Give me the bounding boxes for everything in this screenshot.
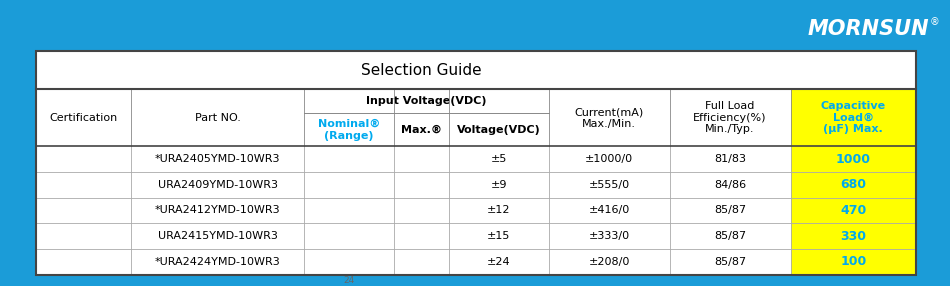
Text: *URA2412YMD-10WR3: *URA2412YMD-10WR3 (155, 205, 280, 215)
Text: Part NO.: Part NO. (195, 113, 240, 123)
Text: ±15: ±15 (487, 231, 510, 241)
Text: 81/83: 81/83 (714, 154, 746, 164)
Text: ±208/0: ±208/0 (588, 257, 630, 267)
Text: ±333/0: ±333/0 (588, 231, 630, 241)
Text: 680: 680 (840, 178, 866, 191)
Text: *URA2424YMD-10WR3: *URA2424YMD-10WR3 (155, 257, 280, 267)
Text: URA2415YMD-10WR3: URA2415YMD-10WR3 (158, 231, 277, 241)
Text: ±555/0: ±555/0 (588, 180, 630, 190)
Text: ±9: ±9 (490, 180, 506, 190)
Text: ±24: ±24 (486, 257, 510, 267)
Text: 85/87: 85/87 (714, 257, 746, 267)
Text: Full Load
Efficiency(%)
Min./Typ.: Full Load Efficiency(%) Min./Typ. (694, 101, 767, 134)
Text: Certification: Certification (49, 113, 118, 123)
Text: Capacitive
Load®
(μF) Max.: Capacitive Load® (μF) Max. (821, 101, 885, 134)
Bar (36, 51, 916, 275)
Text: Nominal®
(Range): Nominal® (Range) (318, 119, 380, 141)
Bar (790, 172, 916, 198)
Text: Voltage(VDC): Voltage(VDC) (457, 125, 541, 135)
Bar (790, 249, 916, 275)
Text: Max.®: Max.® (401, 125, 442, 135)
Text: ±5: ±5 (490, 154, 506, 164)
Text: ±416/0: ±416/0 (588, 205, 630, 215)
Text: Current(mA)
Max./Min.: Current(mA) Max./Min. (575, 107, 644, 129)
Text: 1000: 1000 (836, 153, 871, 166)
Text: ®: ® (930, 17, 940, 27)
Text: MORNSUN: MORNSUN (808, 19, 929, 39)
Bar (790, 223, 916, 249)
Text: 330: 330 (840, 230, 866, 243)
Text: 84/86: 84/86 (714, 180, 746, 190)
Text: ±12: ±12 (486, 205, 510, 215)
Bar (36, 51, 916, 275)
Text: 100: 100 (840, 255, 866, 268)
Text: 85/87: 85/87 (714, 205, 746, 215)
Text: ±1000/0: ±1000/0 (585, 154, 633, 164)
Text: URA2409YMD-10WR3: URA2409YMD-10WR3 (158, 180, 277, 190)
Bar (790, 146, 916, 172)
Bar (790, 198, 916, 223)
Text: 24: 24 (344, 276, 354, 285)
Bar (790, 90, 916, 146)
Text: 85/87: 85/87 (714, 231, 746, 241)
Text: Selection Guide: Selection Guide (361, 63, 482, 78)
Text: Input Voltage(VDC): Input Voltage(VDC) (367, 96, 486, 106)
Text: 470: 470 (840, 204, 866, 217)
Text: *URA2405YMD-10WR3: *URA2405YMD-10WR3 (155, 154, 280, 164)
